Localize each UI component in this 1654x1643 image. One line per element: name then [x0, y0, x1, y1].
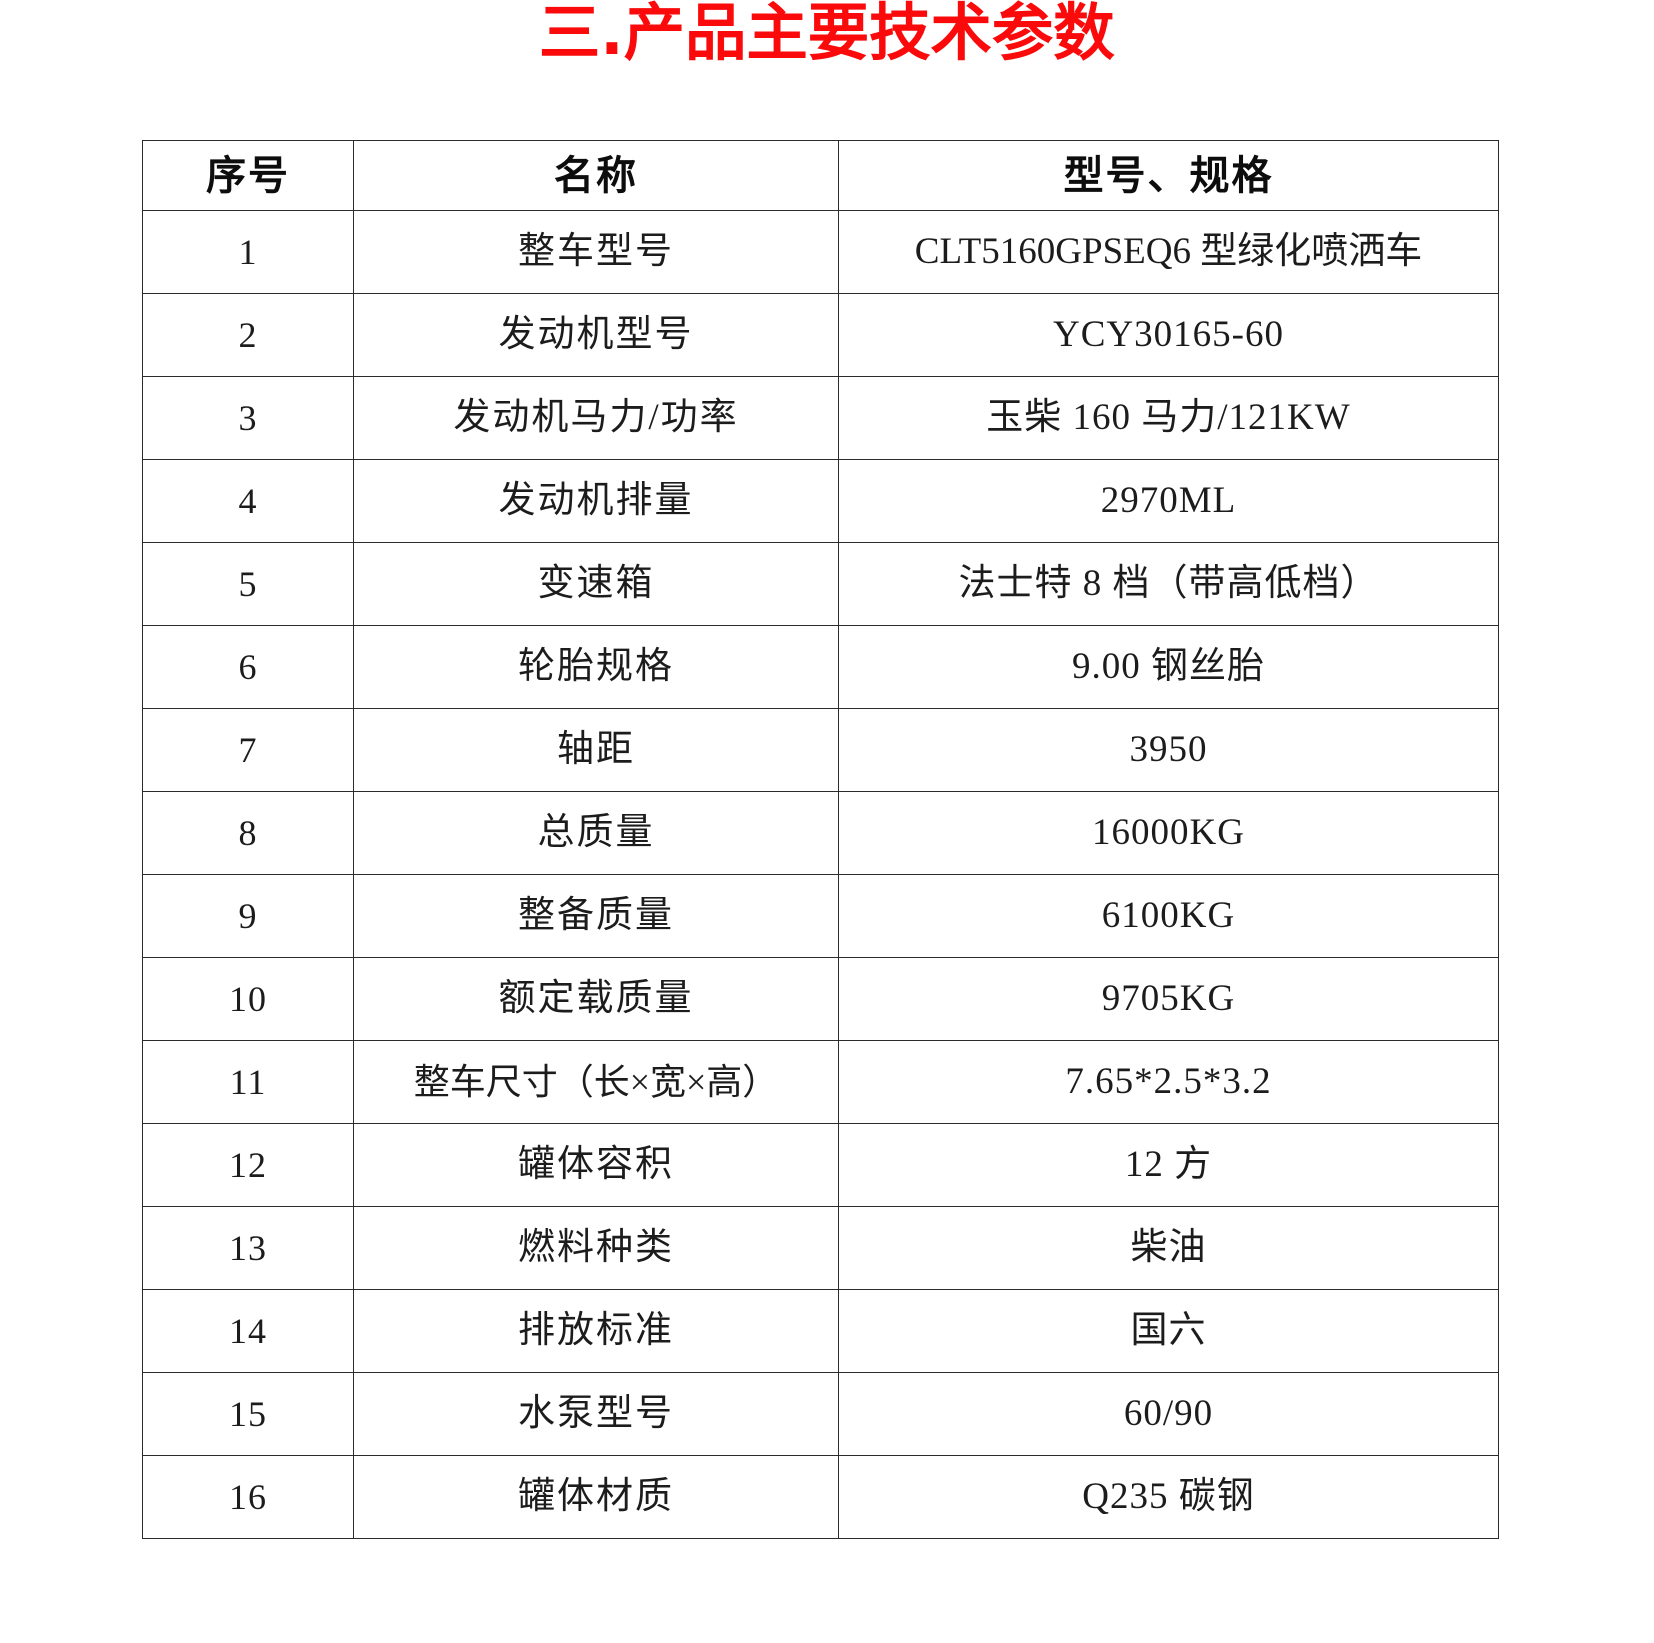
page-title-container: 三.产品主要技术参数 — [0, 0, 1654, 122]
cell-parameter-name: 整车型号 — [353, 210, 839, 294]
cell-parameter-value: 9.00 钢丝胎 — [838, 625, 1499, 709]
table-row: 9 整备质量 6100KG — [142, 874, 1499, 958]
cell-index: 15 — [142, 1372, 354, 1456]
cell-parameter-value: 6100KG — [838, 874, 1499, 958]
cell-parameter-value: CLT5160GPSEQ6 型绿化喷洒车 — [838, 210, 1499, 294]
cell-index: 3 — [142, 376, 354, 460]
cell-parameter-value: 柴油 — [838, 1206, 1499, 1290]
table-row: 15 水泵型号 60/90 — [142, 1372, 1499, 1456]
table-header: 序号 名称 型号、规格 — [142, 140, 1499, 211]
table-row: 8 总质量 16000KG — [142, 791, 1499, 875]
cell-parameter-value: 60/90 — [838, 1372, 1499, 1456]
table-row: 16 罐体材质 Q235 碳钢 — [142, 1455, 1499, 1539]
cell-parameter-value: Q235 碳钢 — [838, 1455, 1499, 1539]
table-body: 1 整车型号 CLT5160GPSEQ6 型绿化喷洒车 2 发动机型号 YCY30165-… — [142, 210, 1499, 1539]
table-row: 1 整车型号 CLT5160GPSEQ6 型绿化喷洒车 — [142, 210, 1499, 294]
cell-index: 16 — [142, 1455, 354, 1539]
cell-parameter-name: 额定载质量 — [353, 957, 839, 1041]
cell-parameter-name: 轮胎规格 — [353, 625, 839, 709]
cell-index: 9 — [142, 874, 354, 958]
cell-parameter-name: 总质量 — [353, 791, 839, 875]
cell-index: 1 — [142, 210, 354, 294]
table-row: 3 发动机马力/功率 玉柴 160 马力/121KW — [142, 376, 1499, 460]
table-row: 6 轮胎规格 9.00 钢丝胎 — [142, 625, 1499, 709]
cell-index: 7 — [142, 708, 354, 792]
cell-parameter-value: 玉柴 160 马力/121KW — [838, 376, 1499, 460]
column-header-name: 名称 — [353, 140, 839, 211]
table-row: 4 发动机排量 2970ML — [142, 459, 1499, 543]
cell-parameter-value: 法士特 8 档（带高低档） — [838, 542, 1499, 626]
cell-parameter-value: 12 方 — [838, 1123, 1499, 1207]
cell-parameter-name: 燃料种类 — [353, 1206, 839, 1290]
cell-parameter-value: 2970ML — [838, 459, 1499, 543]
table-row: 13 燃料种类 柴油 — [142, 1206, 1499, 1290]
cell-parameter-name: 排放标准 — [353, 1289, 839, 1373]
cell-index: 12 — [142, 1123, 354, 1207]
cell-index: 14 — [142, 1289, 354, 1373]
cell-parameter-name: 发动机型号 — [353, 293, 839, 377]
cell-parameter-name: 发动机排量 — [353, 459, 839, 543]
cell-parameter-name: 发动机马力/功率 — [353, 376, 839, 460]
spec-table-container: 序号 名称 型号、规格 1 整车型号 CLT5160GPSEQ6 型绿化喷洒车 2 发动… — [142, 140, 1499, 1539]
cell-index: 10 — [142, 957, 354, 1041]
cell-parameter-name: 变速箱 — [353, 542, 839, 626]
cell-parameter-name: 水泵型号 — [353, 1372, 839, 1456]
table-row: 12 罐体容积 12 方 — [142, 1123, 1499, 1207]
cell-parameter-value: YCY30165-60 — [838, 293, 1499, 377]
cell-index: 4 — [142, 459, 354, 543]
cell-parameter-value: 3950 — [838, 708, 1499, 792]
cell-index: 6 — [142, 625, 354, 709]
cell-parameter-value: 9705KG — [838, 957, 1499, 1041]
table-row: 5 变速箱 法士特 8 档（带高低档） — [142, 542, 1499, 626]
cell-index: 13 — [142, 1206, 354, 1290]
cell-parameter-name: 罐体材质 — [353, 1455, 839, 1539]
technical-parameters-table: 序号 名称 型号、规格 1 整车型号 CLT5160GPSEQ6 型绿化喷洒车 2 发动… — [142, 140, 1499, 1539]
cell-index: 2 — [142, 293, 354, 377]
table-row: 11 整车尺寸（长×宽×高） 7.65*2.5*3.2 — [142, 1040, 1499, 1124]
cell-parameter-value: 16000KG — [838, 791, 1499, 875]
table-header-row: 序号 名称 型号、规格 — [142, 140, 1499, 211]
table-row: 2 发动机型号 YCY30165-60 — [142, 293, 1499, 377]
cell-parameter-value: 国六 — [838, 1289, 1499, 1373]
table-row: 7 轴距 3950 — [142, 708, 1499, 792]
cell-index: 11 — [142, 1040, 354, 1124]
cell-parameter-name: 整车尺寸（长×宽×高） — [353, 1040, 839, 1124]
cell-parameter-value: 7.65*2.5*3.2 — [838, 1040, 1499, 1124]
column-header-no: 序号 — [142, 140, 354, 211]
table-row: 14 排放标准 国六 — [142, 1289, 1499, 1373]
cell-parameter-name: 整备质量 — [353, 874, 839, 958]
cell-parameter-name: 罐体容积 — [353, 1123, 839, 1207]
column-header-spec: 型号、规格 — [838, 140, 1499, 211]
cell-parameter-name: 轴距 — [353, 708, 839, 792]
cell-index: 5 — [142, 542, 354, 626]
table-row: 10 额定载质量 9705KG — [142, 957, 1499, 1041]
page-title: 三.产品主要技术参数 — [539, 0, 1115, 69]
cell-index: 8 — [142, 791, 354, 875]
